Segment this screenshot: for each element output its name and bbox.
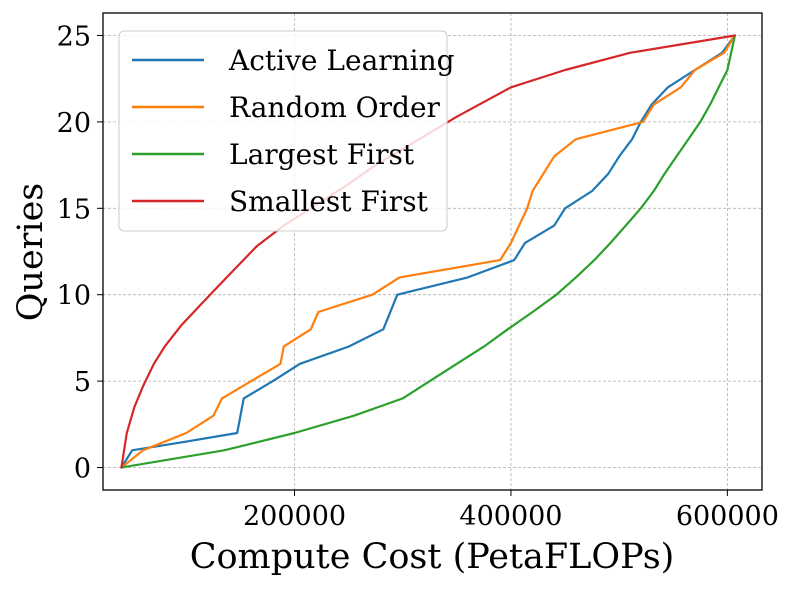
x-axis-title: Compute Cost (PetaFLOPs): [190, 537, 675, 577]
axis-ticks: 200000 400000 600000 0 5 10 15 20 25: [57, 21, 779, 532]
series-line-active-learning: [120, 34, 737, 469]
legend-label: Smallest First: [229, 185, 429, 218]
series-line-random-order: [120, 34, 737, 469]
y-tick-label: 15: [57, 194, 91, 225]
series-line-largest-first: [120, 34, 737, 469]
x-tick-label: 200000: [243, 501, 346, 532]
x-tick-label: 600000: [676, 501, 779, 532]
y-tick-label: 5: [74, 367, 91, 398]
y-tick-label: 10: [57, 281, 91, 312]
legend: Active Learning Random Order Largest First…: [118, 30, 455, 232]
series-lines: [120, 34, 737, 469]
legend-label: Largest First: [229, 138, 415, 171]
series-line-smallest-first: [120, 34, 737, 469]
grid: [103, 13, 762, 490]
y-tick-label: 25: [57, 21, 91, 52]
legend-label: Random Order: [229, 91, 441, 124]
y-axis-title: Queries: [11, 183, 51, 322]
plot-frame: [102, 12, 763, 491]
legend-label: Active Learning: [228, 44, 455, 77]
y-tick-label: 20: [57, 108, 91, 139]
y-tick-label: 0: [74, 454, 91, 485]
x-tick-label: 400000: [459, 501, 562, 532]
legend-box: [118, 30, 448, 232]
